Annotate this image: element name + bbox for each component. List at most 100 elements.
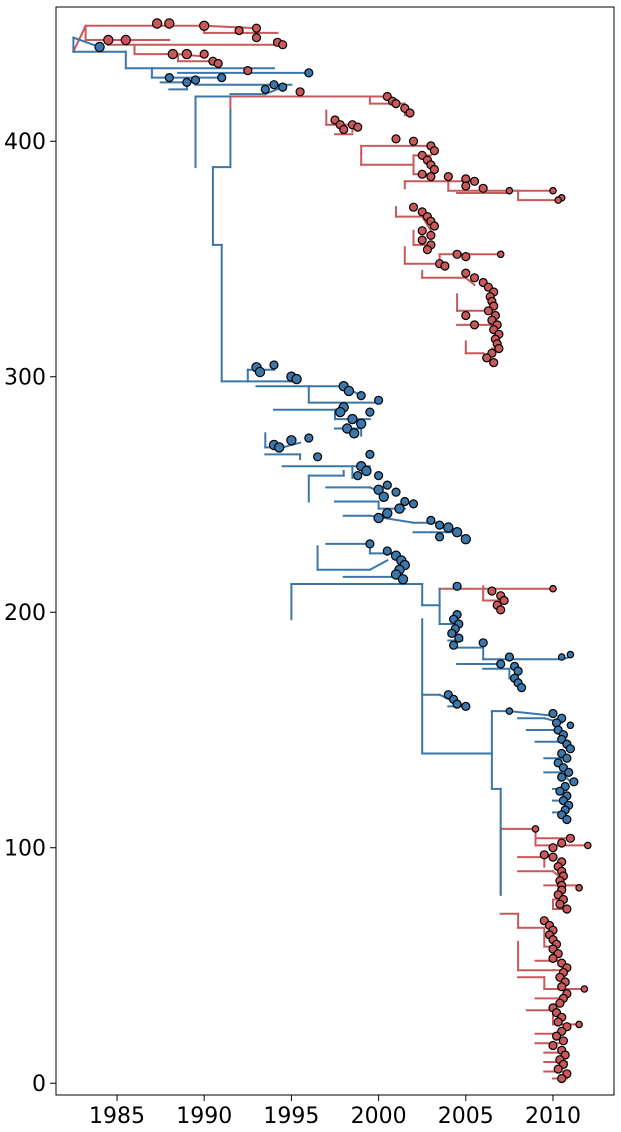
x-tick-label: 1985 — [89, 1104, 145, 1128]
tip-point-red — [422, 245, 432, 255]
tip-point-blue — [555, 786, 565, 796]
tip-point-blue — [397, 574, 409, 585]
tip-point-red — [548, 953, 558, 964]
tip-point-blue — [182, 77, 192, 88]
tip-point-blue — [408, 499, 419, 509]
tip-point-blue — [516, 682, 527, 693]
tip-point-blue — [569, 777, 579, 787]
tip-point-red — [426, 172, 436, 182]
tip-point-blue — [361, 465, 372, 477]
tip-point-red — [417, 235, 427, 245]
y-tick-label: 100 — [4, 837, 46, 862]
tree-branch-red — [464, 276, 476, 287]
tip-point-red — [549, 186, 557, 195]
tip-point-blue — [356, 391, 366, 401]
y-tick-label: 200 — [4, 601, 46, 626]
tip-point-red — [234, 25, 244, 36]
tip-point-red — [496, 605, 506, 615]
x-axis: 1985 1990 1995 2000 2005 2010 — [89, 1095, 581, 1129]
tip-point-red — [251, 32, 262, 43]
tip-point-red — [575, 883, 583, 892]
tip-point-red — [548, 843, 558, 853]
tip-point-red — [391, 98, 401, 109]
tip-point-red — [548, 1040, 558, 1051]
tip-point-red — [469, 320, 480, 330]
tip-point-red — [429, 164, 439, 175]
tip-point-blue — [269, 80, 279, 90]
tip-point-red — [539, 850, 549, 860]
tip-point-blue — [564, 767, 574, 778]
tip-point-red — [557, 1073, 567, 1084]
tip-point-blue — [347, 413, 358, 425]
tip-point-red — [583, 841, 592, 850]
tip-point-red — [440, 261, 450, 271]
tree-branch-blue — [368, 559, 389, 572]
tip-point-blue — [391, 487, 401, 497]
plot-frame — [55, 6, 615, 1096]
tip-point-blue — [382, 508, 393, 519]
tip-point-blue — [513, 666, 523, 676]
tip-point-blue — [342, 423, 353, 434]
tip-point-blue — [435, 532, 445, 542]
y-axis: 0 100 200 300 400 — [4, 130, 56, 1097]
tip-point-red — [483, 306, 493, 316]
tip-point-blue — [373, 484, 384, 495]
tip-point-red — [443, 172, 453, 182]
tip-point-red — [489, 358, 499, 368]
tip-point-blue — [505, 707, 514, 715]
tip-point-blue — [400, 496, 410, 507]
tip-point-blue — [291, 373, 302, 385]
tip-point-blue — [443, 522, 454, 533]
tip-point-blue — [557, 772, 567, 782]
tip-point-red — [549, 584, 557, 593]
tip-point-blue — [460, 534, 471, 545]
tip-point-blue — [548, 708, 558, 719]
tip-point-red — [417, 169, 427, 179]
tip-point-red — [167, 48, 178, 60]
tree-branch-blue — [508, 709, 555, 717]
tip-point-blue — [557, 653, 566, 661]
tip-point-red — [565, 833, 576, 843]
tip-point-blue — [353, 471, 363, 481]
tip-point-red — [558, 1036, 569, 1046]
tip-point-red — [199, 49, 209, 59]
x-tick-label: 1990 — [176, 1104, 232, 1128]
tip-point-red — [555, 899, 565, 909]
tip-point-red — [553, 1017, 563, 1027]
tip-point-blue — [217, 72, 227, 83]
plot-background — [56, 7, 614, 1095]
tip-point-blue — [378, 491, 389, 502]
y-tick-label: 300 — [4, 366, 46, 391]
tip-point-blue — [190, 75, 201, 85]
tip-point-blue — [454, 633, 464, 643]
tip-point-blue — [365, 449, 375, 459]
tip-point-blue — [304, 68, 314, 78]
tip-point-blue — [260, 84, 270, 95]
tip-point-blue — [478, 638, 488, 648]
y-tick-label: 400 — [4, 130, 46, 155]
tip-point-blue — [335, 406, 346, 418]
tip-point-blue — [461, 701, 471, 712]
tip-point-blue — [562, 814, 572, 825]
tip-point-blue — [390, 569, 402, 580]
tip-point-blue — [394, 503, 405, 514]
tip-point-red — [391, 134, 401, 144]
tip-point-blue — [254, 366, 266, 378]
tip-point-red — [580, 985, 589, 993]
tip-point-blue — [452, 581, 462, 591]
tip-point-red — [164, 18, 175, 29]
tip-point-red — [494, 343, 504, 354]
tip-point-red — [198, 20, 210, 31]
tip-point-red — [469, 273, 480, 283]
tip-point-red — [555, 998, 565, 1008]
tip-point-red — [251, 23, 262, 33]
tip-point-red — [499, 595, 509, 606]
tip-point-red — [557, 838, 567, 848]
tip-point-blue — [566, 721, 575, 730]
x-tick-label: 2010 — [525, 1104, 581, 1128]
x-tick-label: 2005 — [438, 1104, 494, 1128]
tip-point-blue — [278, 82, 288, 92]
tip-point-red — [408, 136, 419, 146]
tip-point-blue — [496, 659, 506, 669]
